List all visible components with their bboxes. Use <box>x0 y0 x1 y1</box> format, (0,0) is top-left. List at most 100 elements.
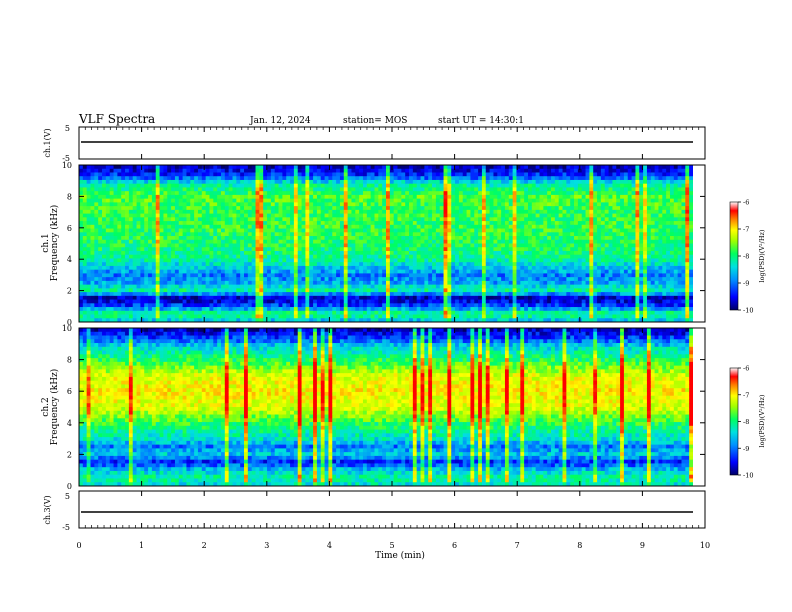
spectrogram-cell <box>343 213 349 218</box>
spectrogram-cell <box>524 202 529 207</box>
spectrogram-cell <box>105 176 111 181</box>
spectrogram-cell <box>389 295 395 300</box>
spectrogram-cell <box>328 228 333 233</box>
spectrogram-cell <box>251 213 256 218</box>
spectrogram-cell <box>439 265 444 271</box>
spectrogram-cell <box>470 292 475 297</box>
spectrogram-cell <box>305 280 310 286</box>
spectrogram-cell <box>182 236 187 241</box>
spectrogram-cell <box>251 232 256 237</box>
spectrogram-cell <box>244 187 249 192</box>
spectrogram-cell <box>151 314 157 319</box>
spectrogram-cell <box>501 243 506 248</box>
spectrogram-cell <box>82 295 88 300</box>
spectrogram-cell <box>393 314 398 319</box>
spectrogram-cell <box>443 191 448 196</box>
spectrogram-cell <box>451 314 456 319</box>
spectrogram-cell <box>247 254 253 259</box>
spectrogram-cell <box>420 209 425 214</box>
spectrogram-cell <box>148 284 153 289</box>
spectrogram-cell <box>504 191 510 196</box>
spectrogram-cell <box>205 295 210 300</box>
spectrogram-cell <box>397 179 402 185</box>
spectrogram-cell <box>282 221 287 226</box>
spectrogram-cell <box>251 243 256 248</box>
spectrogram-cell <box>470 303 475 308</box>
spectrogram-cell <box>382 273 387 278</box>
spectrogram-cell <box>259 228 264 233</box>
spectrogram-cell <box>458 191 464 196</box>
spectrogram-cell <box>347 299 352 304</box>
spectrogram-cell <box>493 247 498 252</box>
spectrogram-cell <box>378 265 383 271</box>
spectrogram-cell <box>332 202 337 207</box>
spectrogram-cell <box>194 295 199 300</box>
spectrogram-cell <box>167 202 172 207</box>
spectrogram-cell <box>527 176 533 181</box>
spectrogram-cell <box>125 310 130 315</box>
spectrogram-cell <box>504 254 510 259</box>
spectrogram-cell <box>86 250 91 256</box>
ch1-waveform-ylabel: ch.1(V) <box>43 128 52 157</box>
spectrogram-cell <box>374 239 379 244</box>
spectrogram-cell <box>167 206 172 211</box>
spectrogram-cell <box>186 265 191 271</box>
spectrogram-cell <box>128 179 134 185</box>
spectrogram-cell <box>428 299 433 304</box>
spectrogram-cell <box>274 165 279 170</box>
spectrogram-cell <box>90 318 95 323</box>
spectrogram-cell <box>286 310 291 315</box>
spectrogram-cell <box>109 284 114 289</box>
spectrogram-cell <box>320 307 325 312</box>
spectrogram-cell <box>336 187 341 192</box>
spectrogram-cell <box>82 247 88 252</box>
spectrogram-cell <box>94 265 99 271</box>
spectrogram-cell <box>190 277 195 282</box>
spectrogram-cell <box>140 172 145 177</box>
spectrogram-cell <box>244 284 249 289</box>
spectrogram-cell <box>389 202 395 207</box>
spectrogram-cell <box>324 243 329 248</box>
spectrogram-cell <box>359 217 364 222</box>
spectrogram-cell <box>278 277 283 282</box>
spectrogram-cell <box>339 228 345 233</box>
spectrogram-cell <box>462 318 467 323</box>
spectrogram-cell <box>144 277 149 282</box>
spectrogram-cell <box>336 176 341 181</box>
spectrogram-cell <box>79 277 84 282</box>
spectrogram-cell <box>355 284 360 289</box>
spectrogram-cell <box>520 236 525 241</box>
spectrogram-cell <box>439 206 444 211</box>
spectrogram-cell <box>105 310 111 315</box>
spectrogram-cell <box>140 228 145 233</box>
spectrogram-cell <box>178 187 184 192</box>
spectrogram-cell <box>86 280 91 286</box>
spectrogram-cell <box>255 179 260 185</box>
spectrogram-cell <box>443 179 448 185</box>
spectrogram-cell <box>501 236 506 241</box>
spectrogram-cell <box>155 194 160 200</box>
spectrogram-cell <box>125 265 130 271</box>
spectrogram-cell <box>224 307 230 312</box>
spectrogram-cell <box>247 269 253 274</box>
spectrogram-cell <box>316 224 322 229</box>
spectrogram-cell <box>213 206 218 211</box>
spectrogram-cell <box>328 299 333 304</box>
spectrogram-cell <box>178 213 184 218</box>
spectrogram-cell <box>420 213 425 218</box>
spectrogram-cell <box>290 277 295 282</box>
spectrogram-cell <box>316 243 322 248</box>
spectrogram-cell <box>220 284 226 289</box>
spectrogram-cell <box>144 168 149 173</box>
spectrogram-cell <box>378 299 383 304</box>
spectrogram-cell <box>109 318 114 323</box>
spectrogram-cell <box>439 299 444 304</box>
spectrogram-cell <box>151 254 157 259</box>
spectrogram-cell <box>527 213 533 218</box>
spectrogram-cell <box>267 318 272 323</box>
spectrogram-cell <box>174 221 180 226</box>
spectrogram-cell <box>220 228 226 233</box>
spectrogram-cell <box>236 224 241 229</box>
spectrogram-cell <box>416 318 421 323</box>
spectrogram-cell <box>197 213 203 218</box>
